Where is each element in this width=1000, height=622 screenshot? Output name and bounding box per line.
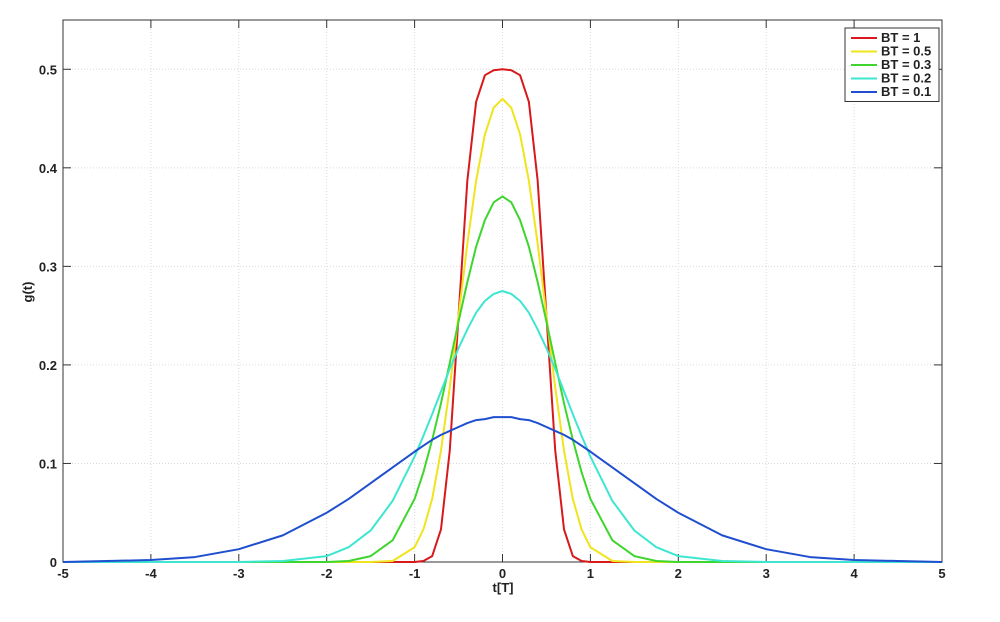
legend-label: BT = 0.5 [881,44,931,59]
y-tick-label: 0.1 [39,456,57,471]
x-tick-label: 2 [675,566,682,581]
legend-label: BT = 0.2 [881,71,931,86]
y-tick-label: 0.4 [39,161,58,176]
legend-label: BT = 1 [881,30,920,45]
legend-label: BT = 0.3 [881,57,931,72]
y-tick-label: 0.5 [39,62,57,77]
x-tick-label: 0 [499,566,506,581]
series-line [63,195,942,563]
x-tick-label: -5 [57,566,69,581]
legend-label: BT = 0.1 [881,84,931,99]
plot-frame [62,19,943,563]
x-tick-label: 1 [587,566,594,581]
x-tick-label: -1 [409,566,421,581]
x-tick-label: -2 [321,566,333,581]
x-tick-label: -3 [233,566,245,581]
x-tick-label: 3 [763,566,770,581]
x-tick-label: -4 [145,566,157,581]
x-axis-label: t[T] [493,580,514,595]
y-tick-label: 0.2 [39,358,57,373]
x-tick-label: 4 [850,566,858,581]
series-line [63,290,942,563]
y-tick-label: 0.3 [39,259,57,274]
y-tick-label: 0 [50,555,57,570]
x-tick-label: 5 [938,566,945,581]
y-axis-label: g(t) [20,282,35,303]
series-line [62,416,943,563]
legend: BT = 1BT = 0.5BT = 0.3BT = 0.2BT = 0.1 [844,27,940,102]
